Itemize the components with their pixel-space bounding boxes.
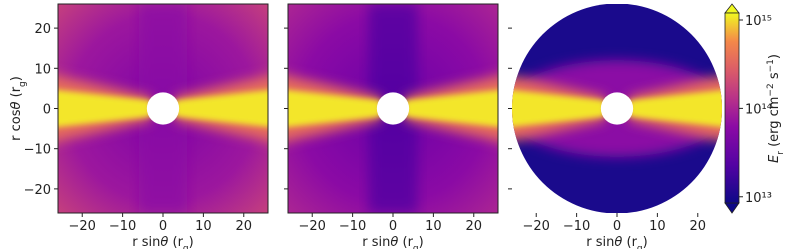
x-tick-label: −20	[299, 219, 326, 234]
label-part: −2	[766, 83, 776, 96]
x-tick-label: 10	[425, 219, 442, 234]
label-part: r	[776, 151, 786, 155]
y-tick-label: 20	[34, 22, 51, 37]
label-part: )	[189, 235, 194, 249]
x-tick-label: −20	[69, 219, 96, 234]
y-tick-label: −20	[24, 183, 51, 198]
colorbar-extend-top	[724, 3, 740, 14]
x-axis-label: r sinθ (rg)	[132, 235, 193, 249]
horizon	[600, 92, 634, 125]
colorbar	[724, 12, 740, 204]
label-part: θ	[390, 235, 398, 249]
y-tick-label: 0	[43, 103, 51, 118]
disk-core	[175, 90, 268, 127]
x-tick-label: 0	[159, 219, 167, 234]
label-part: g	[413, 244, 419, 249]
label-part: θ	[9, 101, 24, 109]
label-part: g	[183, 244, 189, 249]
label-part: (r	[168, 235, 183, 249]
y-tick-label: −10	[24, 143, 51, 158]
y-axis-label: r cosθ (rg)	[9, 76, 28, 141]
label-part: )	[767, 54, 782, 59]
x-tick-label: 20	[465, 219, 482, 234]
colorbar-label: Er (erg cm−2 s−1)	[766, 54, 786, 163]
x-tick-label: 10	[195, 219, 212, 234]
label-part: g	[637, 244, 643, 249]
horizon	[376, 92, 410, 125]
label-part: (r	[9, 86, 24, 101]
disk-core	[512, 88, 605, 129]
horizon	[146, 92, 180, 125]
label-part: −1	[766, 59, 776, 72]
label-part: r cos	[9, 109, 24, 141]
x-axis-label: r sinθ (rg)	[586, 235, 647, 249]
label-part: r sin	[586, 235, 614, 249]
x-tick-label: −10	[109, 219, 136, 234]
label-part: θ	[160, 235, 168, 249]
x-tick-label: −20	[523, 219, 550, 234]
label-part: θ	[614, 235, 622, 249]
colorbar-tick-label: 10¹⁴	[745, 102, 772, 117]
label-part: (r	[622, 235, 637, 249]
heatmap	[512, 4, 722, 213]
label-part: s	[767, 72, 782, 83]
y-tick-label: 10	[34, 62, 51, 77]
label-part: (erg cm	[767, 97, 782, 152]
disk-core	[58, 90, 151, 127]
x-tick-label: 10	[649, 219, 666, 234]
x-tick-label: −10	[563, 219, 590, 234]
colorbar-tick-label: 10¹³	[745, 191, 772, 206]
label-part: r sin	[362, 235, 390, 249]
x-tick-label: 0	[389, 219, 397, 234]
label-part: )	[643, 235, 648, 249]
label-part: )	[419, 235, 424, 249]
heatmap	[288, 4, 498, 213]
x-tick-label: 20	[235, 219, 252, 234]
colorbar-tick-label: 10¹⁵	[745, 14, 772, 29]
colorbar-extend-bottom	[724, 202, 740, 214]
heatmap	[58, 4, 268, 213]
label-part: E	[767, 154, 782, 163]
label-part: g	[18, 81, 28, 87]
x-tick-label: 0	[613, 219, 621, 234]
x-axis-label: r sinθ (rg)	[362, 235, 423, 249]
label-part: )	[9, 76, 24, 81]
disk-core	[288, 90, 381, 127]
label-part: r sin	[132, 235, 160, 249]
label-part: (r	[398, 235, 413, 249]
x-tick-label: 20	[689, 219, 706, 234]
disk-core	[405, 90, 498, 127]
disk-core	[629, 88, 722, 129]
x-tick-label: −10	[339, 219, 366, 234]
